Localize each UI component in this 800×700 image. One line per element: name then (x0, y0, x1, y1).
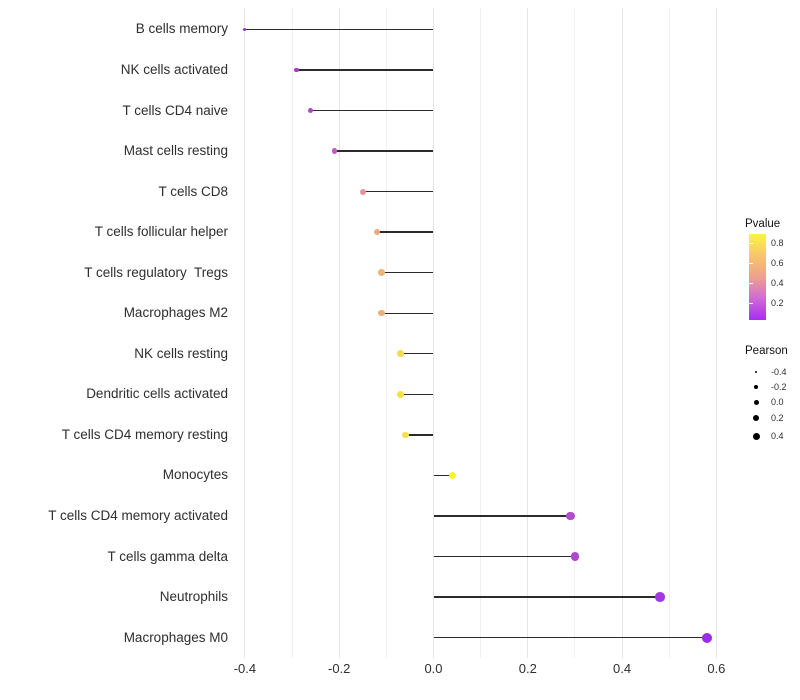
lollipop-stem (376, 231, 434, 233)
lollipop-dot (378, 269, 385, 276)
lollipop-dot (570, 552, 580, 561)
gridline (291, 8, 293, 658)
y-axis-label: Monocytes (162, 467, 228, 483)
y-axis-label: Macrophages M2 (123, 305, 228, 321)
lollipop-dot (448, 471, 457, 480)
pvalue-colorbar-tick (749, 262, 753, 264)
lollipop-dot (373, 228, 381, 236)
lollipop-dot (397, 390, 404, 398)
pvalue-tick-label: 0.4 (771, 277, 784, 288)
lollipop-dot (401, 431, 409, 439)
y-axis-label: T cells CD8 (158, 183, 228, 199)
gridline (574, 8, 576, 658)
y-axis-label: T cells follicular helper (94, 224, 228, 240)
pearson-legend-label: 0.0 (771, 397, 784, 407)
y-axis-label: B cells memory (135, 21, 228, 37)
gridline (480, 8, 482, 658)
pvalue-colorbar-tick (749, 302, 753, 304)
lollipop-dot (331, 148, 338, 154)
lollipop-dot (701, 632, 712, 643)
pearson-legend-label: -0.4 (771, 367, 787, 377)
lollipop-dot (397, 350, 404, 358)
lollipop-stem (433, 515, 571, 517)
lollipop-stem (362, 190, 434, 193)
pearson-legend-label: -0.2 (771, 382, 787, 392)
pearson-legend-dot (755, 371, 757, 373)
lollipop-stem (400, 393, 434, 396)
lollipop-stem (405, 434, 434, 436)
pearson-legend-label: 0.4 (771, 431, 784, 441)
lollipop-dot (655, 592, 665, 602)
pvalue-colorbar-tick (749, 282, 753, 284)
pvalue-tick-label: 0.6 (771, 257, 784, 268)
lollipop-stem (334, 150, 434, 152)
y-axis-label: T cells CD4 naive (122, 102, 228, 118)
lollipop-stem (310, 109, 434, 112)
lollipop-stem (433, 555, 575, 558)
x-axis-tick-label: 0.6 (707, 661, 726, 676)
gridline (715, 8, 717, 658)
y-axis-label: T cells regulatory Tregs (84, 264, 228, 280)
lollipop-stem (433, 596, 660, 598)
lollipop-stem (381, 312, 434, 314)
pvalue-legend-title: Pvalue (745, 218, 781, 230)
x-axis-tick-label: 0.0 (424, 661, 443, 676)
y-axis-label: Mast cells resting (123, 143, 228, 159)
lollipop-dot (308, 107, 314, 114)
lollipop-dot (565, 511, 575, 521)
lollipop-stem (296, 69, 434, 71)
y-axis-label: T cells gamma delta (107, 548, 228, 564)
y-axis-label: T cells CD4 memory resting (61, 426, 228, 442)
lollipop-stem (244, 28, 434, 31)
x-axis-tick-label: 0.2 (518, 661, 537, 676)
x-axis-tick-label: -0.2 (327, 661, 351, 676)
lollipop-dot (378, 310, 385, 317)
pearson-legend-label: 0.2 (771, 413, 784, 423)
lollipop-stem (400, 353, 434, 355)
y-axis-label: Neutrophils (159, 589, 228, 605)
x-axis-tick-label: 0.4 (613, 661, 632, 676)
gridline (338, 8, 340, 658)
lollipop-stem (433, 636, 707, 639)
pvalue-colorbar-tick (749, 243, 753, 245)
y-axis-label: NK cells resting (134, 345, 228, 361)
gridline (385, 8, 387, 658)
gridline (668, 8, 670, 658)
lollipop-stem (433, 474, 453, 477)
pearson-legend-dot (753, 415, 759, 421)
gridline (621, 8, 623, 658)
y-axis-label: Macrophages M0 (123, 629, 228, 645)
lollipop-dot (294, 67, 300, 73)
pearson-legend-dot (752, 432, 760, 440)
lollipop-dot (359, 188, 366, 195)
pearson-legend-dot (754, 385, 758, 389)
pvalue-colorbar (749, 234, 766, 320)
pearson-legend-title: Pearson (745, 345, 788, 357)
y-axis-label: NK cells activated (120, 61, 228, 77)
pvalue-tick-label: 0.2 (771, 297, 784, 308)
lollipop-dot (243, 27, 247, 31)
gridline (433, 8, 434, 658)
lollipop-stem (381, 272, 434, 274)
gridline (244, 8, 246, 658)
y-axis-label: Dendritic cells activated (86, 386, 228, 402)
x-axis-tick-label: -0.4 (233, 661, 257, 676)
pvalue-tick-label: 0.8 (771, 238, 784, 249)
y-axis-label: T cells CD4 memory activated (48, 508, 228, 523)
pearson-legend-dot (753, 399, 759, 405)
gridline (527, 8, 529, 658)
